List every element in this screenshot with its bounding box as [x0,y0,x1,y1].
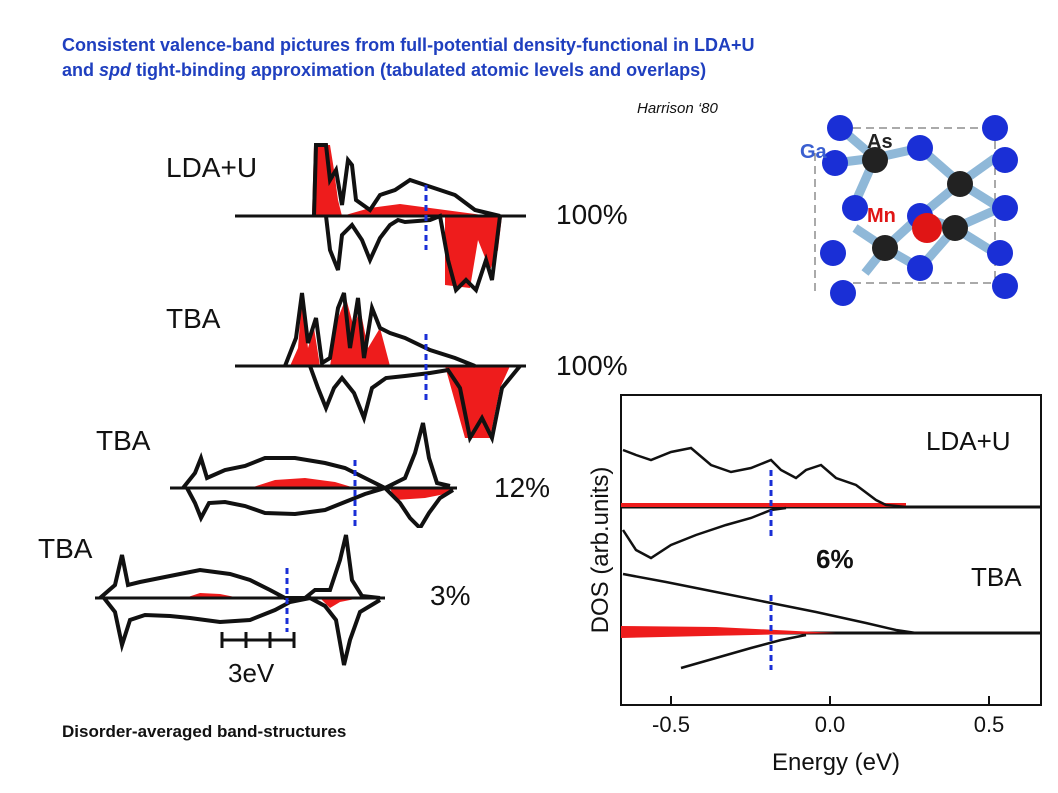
panel3-down-curve [185,485,455,528]
crystal-label-ga: Ga [800,141,828,163]
ga-atom [982,115,1008,141]
ga-atom [827,115,853,141]
panel3-dos-plot [170,422,457,528]
panel2-up-curve [283,292,476,368]
title-line-1: Consistent valence-band pictures from fu… [62,35,755,55]
panel3-label: TBA [96,425,151,456]
panel3-percent: 12% [494,472,551,503]
panel1-label: LDA+U [166,152,258,183]
x-axis-label: Energy (eV) [772,749,900,776]
ga-atom [822,150,848,176]
ga-atom [842,195,868,221]
panel4-label: TBA [38,533,93,564]
ga-atom [992,195,1018,221]
crystal-structure-figure: As Ga Mn [800,115,1018,306]
citation: Harrison ‘80 [637,100,718,117]
unit-cell-outline [814,127,996,293]
ga-atom [992,273,1018,299]
as-atom [872,235,898,261]
panel2-down-curve [308,364,522,445]
panel3-up-fill [250,478,355,488]
right-panel-label-lda: LDA+U [926,426,1011,456]
panel2-label: TBA [166,303,221,334]
as-atom [942,215,968,241]
as-atom [862,147,888,173]
panel3-up-curve [181,422,451,491]
mn-atom [912,213,942,243]
panel4-down-fill [320,598,360,608]
panel4-dos-plot [95,534,385,666]
panel2-dos-plot [235,292,526,445]
right-lda-up-curve [622,446,907,509]
ga-atom [830,280,856,306]
right-percent: 6% [816,544,854,574]
ga-atom [820,240,846,266]
title-line-2-pre: and [62,60,100,80]
right-lower-red-band [621,626,836,638]
scale-bar-label: 3eV [228,658,275,688]
right-tba-down-curve [680,633,807,670]
right-plot-frame [620,394,1042,706]
right-dos-plot: LDA+U TBA 6% -0.5 0.0 0.5 Energy (eV) DO… [587,394,1042,776]
x-tick-label: -0.5 [652,712,690,737]
panel1-up-curve [312,143,501,218]
y-axis-label: DOS (arb.units) [587,467,614,634]
panel1-up-fill-small [342,204,490,216]
right-upper-red-band [621,503,906,507]
panel3-down-fill [390,488,455,500]
title-line-2-post: tight-binding approximation (tabulated a… [131,60,707,80]
right-tba-up-curve [622,572,917,635]
title-line-2-em: spd [99,60,132,80]
ga-atom [987,240,1013,266]
x-tick-label: 0.5 [974,712,1005,737]
panel1-up-fill [312,145,342,216]
panel1-down-fill [445,216,502,288]
ga-atom [907,135,933,161]
panel2-percent: 100% [556,350,628,381]
ga-atom [992,147,1018,173]
x-tick-label: 0.0 [815,712,846,737]
panel1-percent: 100% [556,199,628,230]
panel4-down-curve [102,595,382,666]
title-line-2: and spd tight-binding approximation (tab… [62,58,1042,83]
panel1-dos-plot [235,143,526,294]
panel1-down-curve [324,213,502,294]
ga-atom [907,255,933,281]
panel2-down-fill [445,366,510,438]
right-panel-label-tba: TBA [971,562,1022,592]
panel4-up-curve [98,534,381,600]
scale-bar [220,632,296,648]
slide-title: Consistent valence-band pictures from fu… [62,33,1042,83]
as-atom [947,171,973,197]
crystal-label-as: As [867,131,893,153]
right-lda-down-curve [621,506,787,560]
crystal-label-mn: Mn [867,205,896,227]
panel4-percent: 3% [430,580,471,611]
bottom-caption: Disorder-averaged band-structures [62,722,347,741]
